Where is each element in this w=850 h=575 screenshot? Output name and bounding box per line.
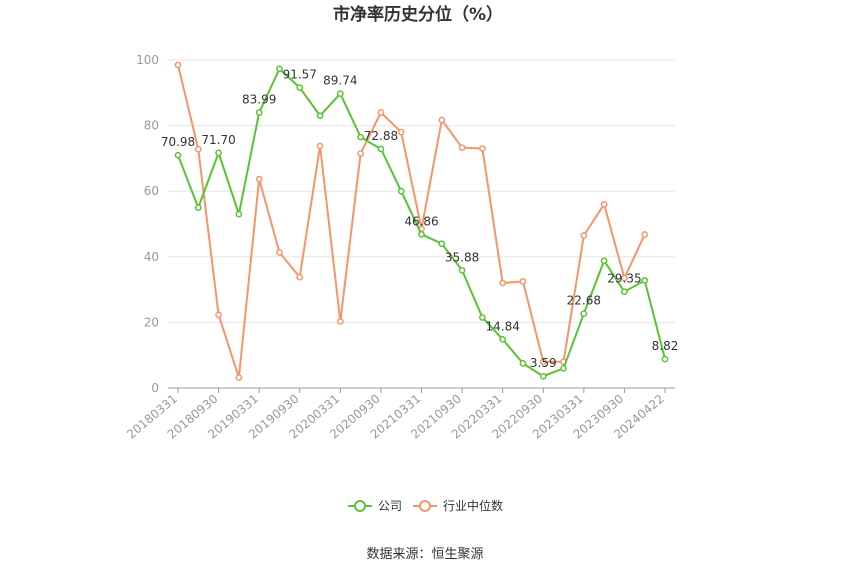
- data-point: [215, 311, 222, 319]
- data-point: [397, 128, 405, 136]
- data-point: [438, 240, 446, 248]
- data-point: [215, 149, 222, 157]
- data-point: [316, 142, 324, 150]
- source-note: 数据来源：恒生聚源: [366, 547, 483, 562]
- data-point: [641, 277, 649, 284]
- data-point: [580, 232, 588, 239]
- data-point: [519, 278, 527, 285]
- data-point: [174, 151, 182, 159]
- data-point: [621, 274, 628, 282]
- chart-title: 市净率历史分位（%）: [333, 4, 503, 25]
- legend-item-1[interactable]: 行业中位数: [413, 498, 503, 513]
- data-point: [357, 133, 364, 141]
- y-tick-label: 80: [144, 119, 159, 133]
- data-label: 14.84: [485, 319, 519, 333]
- y-tick-label: 20: [144, 315, 159, 329]
- y-tick-label: 40: [144, 250, 159, 264]
- data-point: [296, 273, 304, 281]
- data-point: [336, 90, 344, 98]
- data-point: [194, 204, 202, 211]
- data-point: [235, 374, 243, 381]
- data-point: [458, 144, 466, 151]
- data-label: 89.74: [323, 74, 357, 88]
- legend-swatch-marker: [354, 500, 366, 512]
- data-point: [641, 231, 649, 238]
- data-point: [316, 112, 324, 120]
- data-point: [276, 249, 283, 256]
- data-point: [418, 230, 425, 238]
- data-label: 29.35: [607, 272, 641, 286]
- data-point: [479, 145, 486, 152]
- data-point: [499, 279, 507, 287]
- y-axis: 0 20 40 60 80 100: [136, 53, 159, 395]
- data-point: [458, 266, 466, 274]
- legend-swatch-marker: [419, 500, 431, 512]
- data-point: [377, 145, 385, 153]
- data-label: 3.59: [530, 356, 557, 370]
- data-label: 35.88: [445, 250, 479, 264]
- series-layer: [174, 61, 669, 381]
- data-point: [235, 210, 243, 218]
- data-point: [519, 360, 527, 367]
- data-label: 72.88: [364, 129, 398, 143]
- data-point: [560, 364, 567, 372]
- y-gridlines: [168, 59, 675, 323]
- data-point: [539, 372, 547, 380]
- data-point: [600, 257, 608, 265]
- data-point: [438, 116, 446, 124]
- y-tick-label: 100: [136, 53, 159, 67]
- data-point: [296, 84, 304, 92]
- data-label: 70.98: [161, 135, 195, 149]
- data-point: [377, 109, 385, 116]
- data-labels: 70.98 71.70 83.99 91.57 89.74 72.88 46.86 35.88…: [161, 68, 679, 371]
- legend-item-0[interactable]: 公司: [348, 499, 402, 513]
- data-point: [580, 310, 588, 317]
- data-point: [539, 358, 547, 366]
- data-point: [255, 109, 263, 116]
- data-point: [276, 65, 283, 73]
- data-label: 91.57: [283, 68, 317, 82]
- data-point: [336, 318, 344, 325]
- x-axis: 2018033120180930201903312019093020200331…: [124, 387, 675, 442]
- data-label: 46.86: [404, 214, 438, 228]
- data-point: [357, 150, 364, 157]
- y-tick-label: 0: [151, 381, 159, 395]
- series-line-1: [177, 64, 646, 379]
- data-point: [397, 187, 405, 195]
- data-point: [621, 288, 628, 296]
- data-point: [255, 175, 263, 183]
- data-label: 83.99: [242, 93, 276, 107]
- data-point: [499, 335, 507, 343]
- y-tick-label: 60: [144, 184, 159, 198]
- data-label: 71.70: [201, 133, 235, 147]
- data-point: [479, 314, 486, 321]
- data-point: [174, 61, 182, 69]
- data-label: 22.68: [567, 294, 601, 308]
- data-point: [661, 355, 669, 363]
- legend[interactable]: 公司 行业中位数: [348, 498, 503, 513]
- data-point: [600, 200, 608, 208]
- data-label: 8.82: [652, 339, 679, 353]
- legend-label: 公司: [378, 499, 402, 513]
- data-point: [194, 145, 202, 153]
- legend-label: 行业中位数: [443, 498, 503, 513]
